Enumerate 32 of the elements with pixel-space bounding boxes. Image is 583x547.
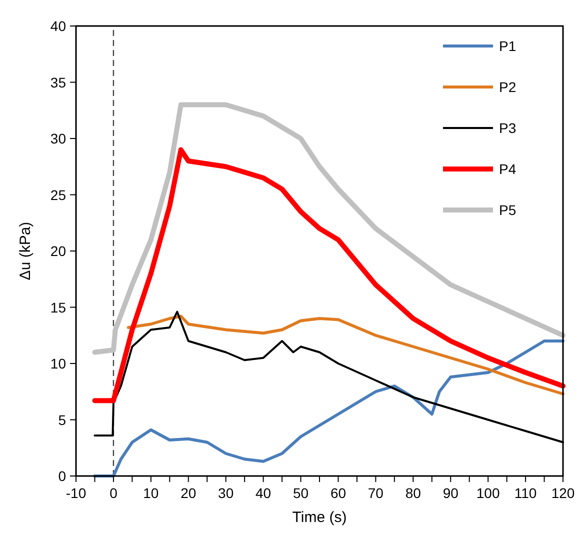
legend-label: P5	[499, 202, 516, 218]
x-tick-label: 40	[256, 485, 272, 501]
x-tick-label: 30	[218, 485, 234, 501]
y-tick-label: 0	[58, 468, 66, 484]
y-tick-label: 5	[58, 412, 66, 428]
y-tick-label: 20	[50, 243, 66, 259]
legend-label: P4	[499, 161, 516, 177]
x-tick-label: 50	[292, 485, 309, 501]
x-tick-label: 100	[476, 485, 500, 501]
y-tick-label: 10	[50, 356, 66, 372]
x-tick-label: 60	[330, 485, 346, 501]
x-tick-label: 10	[143, 485, 159, 501]
x-tick-label: 70	[368, 485, 384, 501]
x-tick-label: 0	[110, 485, 118, 501]
x-tick-label: 90	[442, 485, 459, 501]
legend-label: P2	[499, 79, 516, 95]
y-axis-title: Δu (kPa)	[17, 222, 34, 280]
legend-label: P3	[499, 120, 516, 136]
legend-label: P1	[499, 38, 516, 54]
y-tick-label: 40	[50, 18, 66, 34]
y-tick-label: 30	[50, 130, 66, 146]
x-tick-label: -10	[66, 485, 86, 501]
y-tick-label: 35	[50, 74, 66, 90]
y-tick-label: 25	[50, 186, 66, 203]
x-tick-label: 80	[405, 485, 422, 501]
y-tick-label: 15	[50, 299, 66, 316]
x-tick-label: 120	[551, 485, 575, 501]
x-tick-label: 110	[514, 485, 537, 501]
x-tick-label: 20	[180, 485, 196, 501]
line-series	[126, 314, 564, 396]
x-axis-title: Time (s)	[292, 509, 347, 526]
line-series	[93, 340, 564, 478]
